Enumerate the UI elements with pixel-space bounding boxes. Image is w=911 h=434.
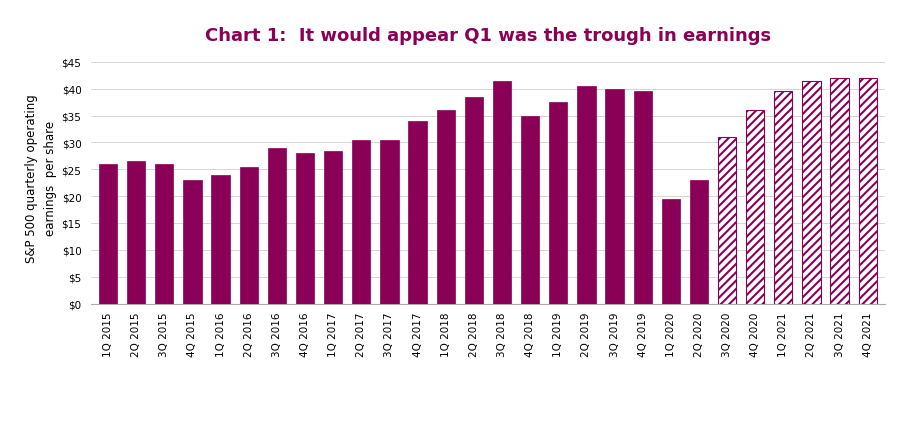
Bar bbox=[717, 138, 735, 304]
Bar bbox=[98, 164, 118, 304]
Bar bbox=[605, 89, 623, 304]
Bar bbox=[380, 141, 398, 304]
Bar bbox=[548, 103, 567, 304]
Bar bbox=[127, 162, 145, 304]
Bar bbox=[183, 181, 201, 304]
Bar bbox=[268, 148, 286, 304]
Bar bbox=[492, 82, 510, 304]
Bar bbox=[465, 98, 483, 304]
Bar bbox=[295, 154, 313, 304]
Bar bbox=[689, 181, 707, 304]
Bar bbox=[830, 79, 848, 304]
Bar bbox=[802, 82, 820, 304]
Bar bbox=[240, 167, 258, 304]
Bar bbox=[520, 116, 538, 304]
Bar bbox=[408, 122, 426, 304]
Bar bbox=[436, 111, 455, 304]
Bar bbox=[857, 79, 876, 304]
Bar bbox=[661, 199, 680, 304]
Bar bbox=[745, 111, 763, 304]
Title: Chart 1:  It would appear Q1 was the trough in earnings: Chart 1: It would appear Q1 was the trou… bbox=[205, 27, 770, 45]
Y-axis label: S&P 500 quarterly operating
earnings  per share: S&P 500 quarterly operating earnings per… bbox=[26, 94, 57, 262]
Bar bbox=[211, 175, 230, 304]
Bar bbox=[352, 141, 370, 304]
Bar bbox=[577, 87, 595, 304]
Bar bbox=[773, 92, 792, 304]
Bar bbox=[155, 164, 173, 304]
Bar bbox=[633, 92, 651, 304]
Bar bbox=[323, 151, 342, 304]
